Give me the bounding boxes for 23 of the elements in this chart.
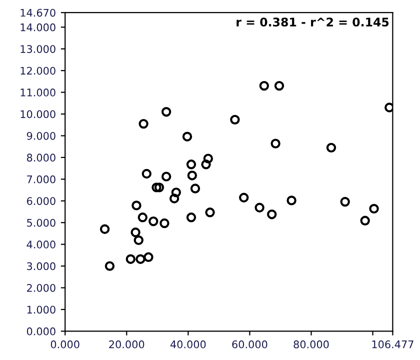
y-tick-label: 9.000 <box>26 132 56 140</box>
y-tick-label: 5.000 <box>27 218 56 227</box>
x-tick-label: 20.000 <box>109 340 144 348</box>
annotation: r = 0.381 - r^2 = 0.145 <box>236 18 389 27</box>
y-tick-label: 4.000 <box>26 240 56 248</box>
y-tick-label: 3.000 <box>27 262 56 270</box>
x-tick-label: 106.477 <box>372 340 414 348</box>
y-tick-label: 7.000 <box>27 175 56 184</box>
y-tick-label: 14.670 <box>20 8 56 17</box>
y-tick-label: 1.000 <box>27 306 56 314</box>
y-tick-label: 12.000 <box>20 66 56 75</box>
y-tick-label: 13.000 <box>20 45 56 53</box>
x-tick-label: 0.000 <box>50 340 80 348</box>
x-tick-label: 60.000 <box>232 340 268 348</box>
x-tick-label: 40.000 <box>170 340 206 348</box>
y-tick-label: 0.000 <box>26 327 56 336</box>
x-tick-label: 80.000 <box>294 340 329 348</box>
y-tick-label: 2.000 <box>27 284 56 292</box>
y-tick-label: 6.000 <box>26 197 56 205</box>
y-tick-label: 10.000 <box>20 110 56 118</box>
y-tick-label: 11.000 <box>20 88 56 96</box>
y-tick-label: 8.000 <box>26 154 56 162</box>
y-tick-label: 14.000 <box>20 23 56 32</box>
